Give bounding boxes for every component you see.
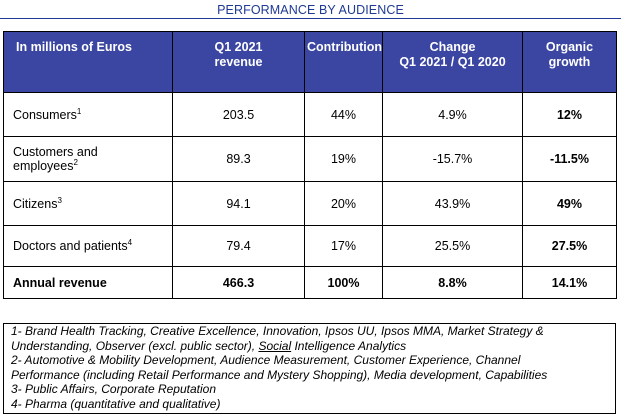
header-revenue: Q1 2021 revenue [172, 31, 305, 93]
header-change: Change Q1 2021 / Q1 2020 [382, 31, 523, 93]
change-cell: 43.9% [382, 181, 523, 226]
change-cell: 4.9% [382, 92, 523, 137]
table-title: PERFORMANCE BY AUDIENCE [217, 3, 404, 17]
table-row: Doctors and patients4 79.4 17% 25.5% 27.… [3, 225, 617, 267]
footnote-1: 1- Brand Health Tracking, Creative Excel… [11, 324, 544, 353]
revenue-cell: 79.4 [172, 225, 305, 267]
table-row: Citizens3 94.1 20% 43.9% 49% [3, 181, 617, 226]
table-row: Customers and employees2 89.3 19% -15.7% … [3, 136, 617, 182]
total-label: Annual revenue [3, 266, 173, 299]
total-organic: 14.1% [522, 266, 617, 299]
header-contribution: Contribution [304, 31, 383, 93]
organic-cell: -11.5% [522, 136, 617, 182]
change-cell: -15.7% [382, 136, 523, 182]
table-row: Consumers1 203.5 44% 4.9% 12% [3, 92, 617, 137]
total-change: 8.8% [382, 266, 523, 299]
contribution-cell: 19% [304, 136, 383, 182]
total-row: Annual revenue 466.3 100% 8.8% 14.1% [3, 266, 617, 299]
organic-cell: 27.5% [522, 225, 617, 267]
revenue-cell: 203.5 [172, 92, 305, 137]
footnote-4: 4- Pharma (quantitative and qualitative) [11, 396, 221, 411]
row-label: Customers and employees2 [3, 136, 173, 182]
revenue-cell: 89.3 [172, 136, 305, 182]
contribution-cell: 20% [304, 181, 383, 226]
row-label: Consumers1 [3, 92, 173, 137]
footnotes-box: 1- Brand Health Tracking, Creative Excel… [3, 323, 616, 414]
organic-cell: 12% [522, 92, 617, 137]
title-underline [0, 18, 621, 19]
contribution-cell: 44% [304, 92, 383, 137]
row-label: Citizens3 [3, 181, 173, 226]
performance-table: In millions of Euros Q1 2021 revenue Cont… [3, 31, 617, 299]
change-cell: 25.5% [382, 225, 523, 267]
footnote-3: 3- Public Affairs, Corporate Reputation [11, 382, 216, 397]
header-organic: Organic growth [522, 31, 617, 93]
contribution-cell: 17% [304, 225, 383, 267]
revenue-cell: 94.1 [172, 181, 305, 226]
row-label: Doctors and patients4 [3, 225, 173, 267]
footnote-2: 2- Automotive & Mobility Development, Au… [11, 353, 548, 382]
total-revenue: 466.3 [172, 266, 305, 299]
total-contribution: 100% [304, 266, 383, 299]
organic-cell: 49% [522, 181, 617, 226]
header-row: In millions of Euros Q1 2021 revenue Cont… [3, 31, 617, 93]
header-label: In millions of Euros [3, 31, 173, 93]
